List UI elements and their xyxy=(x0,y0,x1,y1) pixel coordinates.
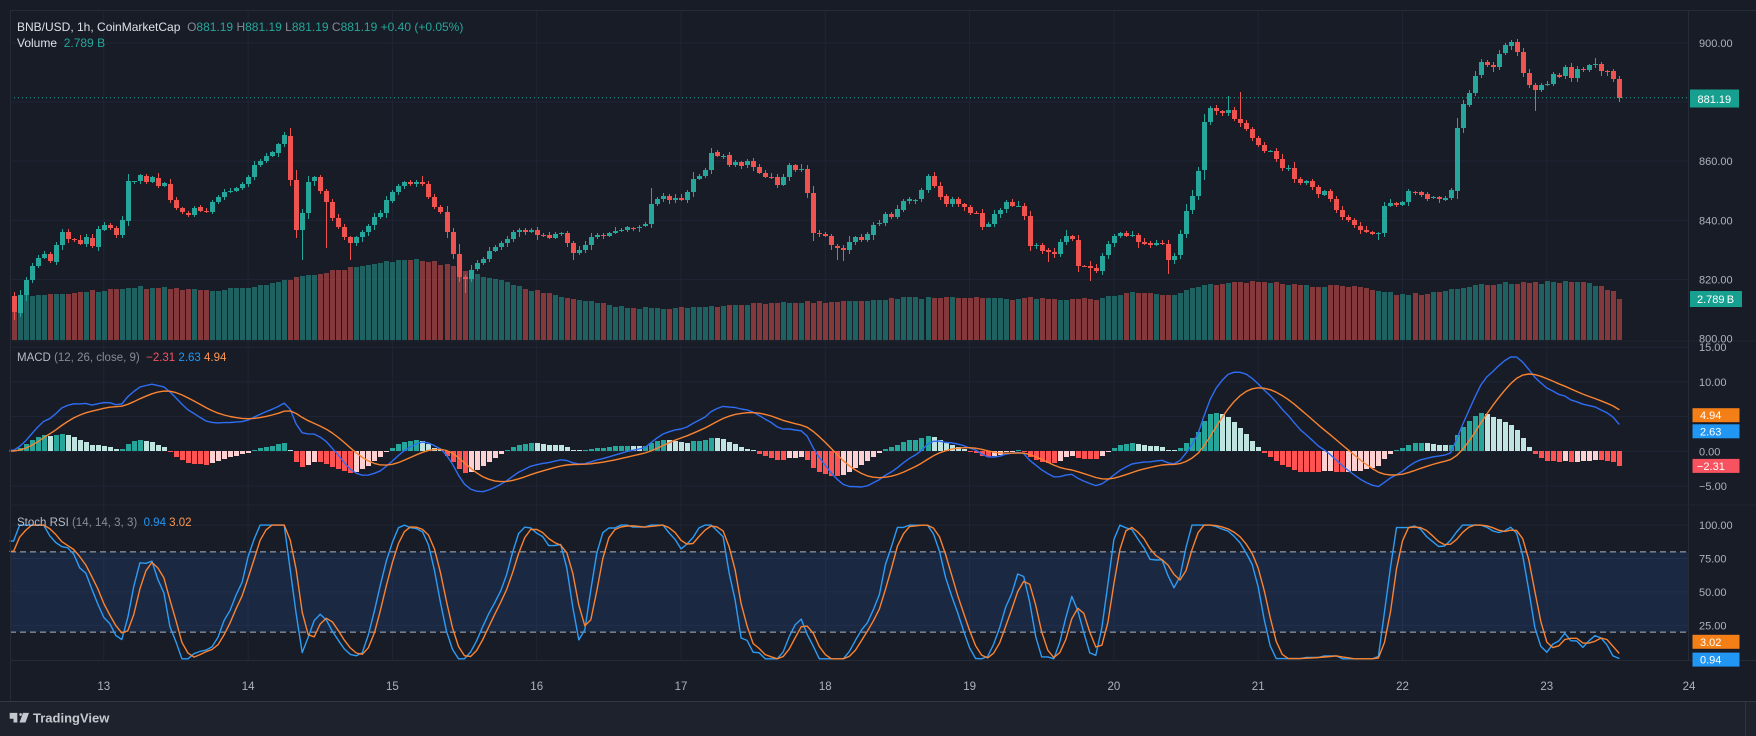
svg-text:19: 19 xyxy=(963,681,976,693)
svg-text:TradingView: TradingView xyxy=(33,710,110,725)
svg-text:15: 15 xyxy=(386,681,399,693)
svg-text:881.19: 881.19 xyxy=(1698,94,1732,106)
svg-text:17: 17 xyxy=(675,681,688,693)
svg-text:15.00: 15.00 xyxy=(1699,342,1727,354)
svg-text:0.94: 0.94 xyxy=(1700,655,1721,667)
svg-text:−5.00: −5.00 xyxy=(1699,481,1727,493)
svg-text:0.00: 0.00 xyxy=(1699,446,1720,458)
svg-text:Volume 2.789 B: Volume 2.789 B xyxy=(17,36,105,50)
svg-text:800.00: 800.00 xyxy=(1699,334,1733,346)
svg-text:13: 13 xyxy=(97,681,110,693)
svg-text:820.00: 820.00 xyxy=(1699,274,1733,286)
svg-text:14: 14 xyxy=(242,681,255,693)
svg-text:BNB/USD, 1h, CoinMarketCap O8: BNB/USD, 1h, CoinMarketCap O881.19 H881.… xyxy=(17,20,463,34)
svg-text:50.00: 50.00 xyxy=(1699,587,1727,599)
svg-text:3.02: 3.02 xyxy=(1700,637,1721,649)
svg-text:21: 21 xyxy=(1252,681,1265,693)
svg-text:Stoch RSI (14, 14, 3, 3) 0.94: Stoch RSI (14, 14, 3, 3) 0.94 3.02 xyxy=(17,517,192,529)
svg-text:−2.31: −2.31 xyxy=(1697,461,1725,473)
svg-text:22: 22 xyxy=(1396,681,1409,693)
svg-text:16: 16 xyxy=(530,681,543,693)
svg-text:4.94: 4.94 xyxy=(1700,410,1721,422)
svg-text:MACD (12, 26, close, 9) −2.31: MACD (12, 26, close, 9) −2.31 2.63 4.94 xyxy=(17,352,227,364)
svg-text:2.789 B: 2.789 B xyxy=(1697,294,1734,306)
svg-text:23: 23 xyxy=(1540,681,1553,693)
svg-text:2.63: 2.63 xyxy=(1700,426,1721,438)
svg-text:860.00: 860.00 xyxy=(1699,156,1733,168)
svg-text:20: 20 xyxy=(1108,681,1121,693)
svg-text:25.00: 25.00 xyxy=(1699,620,1727,632)
svg-text:840.00: 840.00 xyxy=(1699,215,1733,227)
svg-text:100.00: 100.00 xyxy=(1699,520,1733,532)
svg-text:18: 18 xyxy=(819,681,832,693)
svg-text:75.00: 75.00 xyxy=(1699,554,1727,566)
svg-text:900.00: 900.00 xyxy=(1699,38,1733,50)
svg-text:24: 24 xyxy=(1683,681,1696,693)
svg-text:10.00: 10.00 xyxy=(1699,377,1727,389)
